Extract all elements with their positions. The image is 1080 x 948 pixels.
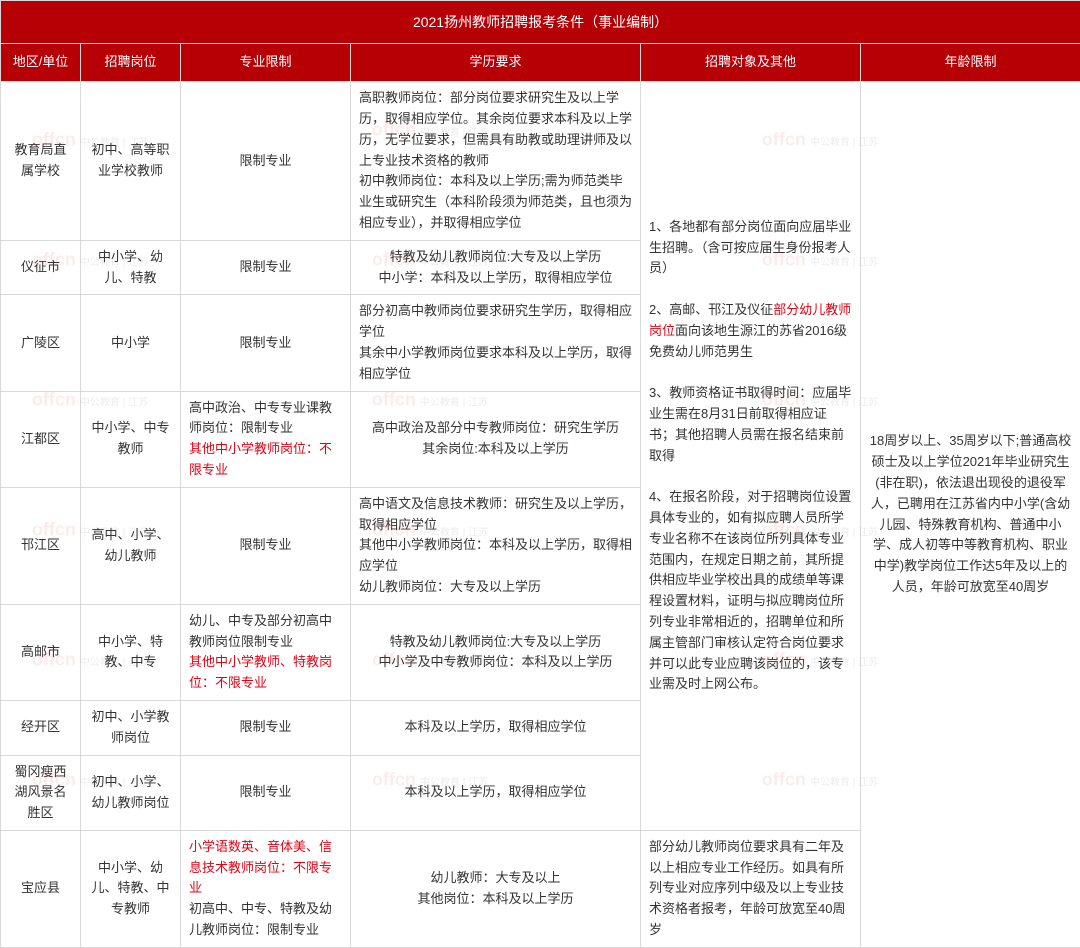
cell-major: 限制专业 (181, 295, 351, 391)
cell-region: 邗江区 (1, 487, 81, 604)
col-region: 地区/单位 (1, 44, 81, 82)
cell-edu: 特教及幼儿教师岗位:大专及以上学历中小学及中专教师岗位：本科及以上学历 (351, 604, 641, 700)
cell-region: 宝应县 (1, 830, 81, 947)
major-part: 其他中小学教师岗位：不限专业 (189, 441, 332, 477)
major-part: 限制专业 (239, 784, 291, 799)
major-part: 限制专业 (239, 537, 291, 552)
cell-edu: 本科及以上学历，取得相应学位 (351, 755, 641, 830)
table-row: 教育局直属学校初中、高等职业学校教师 限制专业 高职教师岗位：部分岗位要求研究生及以… (1, 82, 1080, 241)
target-red: 部分幼儿教师岗位 (649, 302, 851, 338)
major-part: 限制专业 (239, 259, 291, 274)
cell-region: 教育局直属学校 (1, 82, 81, 241)
major-part: 限制专业 (239, 719, 291, 734)
col-post: 招聘岗位 (81, 44, 181, 82)
cell-major: 限制专业 (181, 240, 351, 295)
major-part: 幼儿、中专及部分初高中教师岗位限制专业 (189, 613, 332, 649)
cell-post: 中小学 (81, 295, 181, 391)
major-part: 高中政治、中专专业课教师岗位：限制专业 (189, 400, 332, 436)
major-part: 初高中、中专、特教及幼儿教师岗位：限制专业 (189, 901, 332, 937)
cell-major: 限制专业 (181, 755, 351, 830)
cell-major: 限制专业 (181, 82, 351, 241)
major-part: 小学语数英、音体美、信息技术教师岗位：不限专业 (189, 839, 332, 896)
cell-post: 中小学、中专教师 (81, 391, 181, 487)
col-edu: 学历要求 (351, 44, 641, 82)
cell-post: 高中、小学、幼儿教师 (81, 487, 181, 604)
col-age: 年龄限制 (861, 44, 1080, 82)
cell-target-own: 部分幼儿教师岗位要求具有二年及以上相应专业工作经历。如具有所列专业对应序列中级及… (641, 830, 861, 947)
cell-major: 小学语数英、音体美、信息技术教师岗位：不限专业初高中、中专、特教及幼儿教师岗位：… (181, 830, 351, 947)
cell-age-shared: 18周岁以上、35周岁以下;普通高校硕士及以上学位2021年毕业研究生(非在职)… (861, 82, 1080, 948)
cell-region: 经开区 (1, 700, 81, 755)
cell-major: 幼儿、中专及部分初高中教师岗位限制专业其他中小学教师、特教岗位：不限专业 (181, 604, 351, 700)
cell-post: 初中、小学教师岗位 (81, 700, 181, 755)
cell-edu: 高中语文及信息技术教师：研究生及以上学历，取得相应学位其他中小学教师岗位：本科及… (351, 487, 641, 604)
cell-region: 蜀冈瘦西湖风景名胜区 (1, 755, 81, 830)
cell-post: 中小学、特教、中专 (81, 604, 181, 700)
cell-region: 广陵区 (1, 295, 81, 391)
major-part: 限制专业 (239, 153, 291, 168)
table-wrap: offcn中公教育 | 江苏offcn中公教育 | 江苏offcn中公教育 | … (0, 0, 1080, 948)
cell-region: 高邮市 (1, 604, 81, 700)
header-row: 地区/单位 招聘岗位 专业限制 学历要求 招聘对象及其他 年龄限制 (1, 44, 1080, 82)
cell-major: 限制专业 (181, 700, 351, 755)
title-row: 2021扬州教师招聘报考条件（事业编制） (1, 1, 1080, 44)
cell-post: 初中、小学、幼儿教师岗位 (81, 755, 181, 830)
col-major: 专业限制 (181, 44, 351, 82)
cell-post: 初中、高等职业学校教师 (81, 82, 181, 241)
cell-post: 中小学、幼儿、特教、中专教师 (81, 830, 181, 947)
cell-target-shared: 1、各地都有部分岗位面向应届毕业生招聘。（含可按应届生身份报考人员）2、高邮、邗… (641, 82, 861, 831)
table-title: 2021扬州教师招聘报考条件（事业编制） (1, 1, 1080, 44)
cell-major: 高中政治、中专专业课教师岗位：限制专业其他中小学教师岗位：不限专业 (181, 391, 351, 487)
cell-edu: 部分初高中教师岗位要求研究生学历，取得相应学位其余中小学教师岗位要求本科及以上学… (351, 295, 641, 391)
col-target: 招聘对象及其他 (641, 44, 861, 82)
cell-major: 限制专业 (181, 487, 351, 604)
recruitment-table: 2021扬州教师招聘报考条件（事业编制） 地区/单位 招聘岗位 专业限制 学历要… (0, 0, 1080, 948)
cell-post: 中小学、幼儿、特教 (81, 240, 181, 295)
cell-region: 江都区 (1, 391, 81, 487)
cell-edu: 本科及以上学历，取得相应学位 (351, 700, 641, 755)
table-body: 教育局直属学校初中、高等职业学校教师限制专业高职教师岗位：部分岗位要求研究生及以… (1, 82, 1080, 948)
cell-edu: 高中政治及部分中专教师岗位：研究生学历其余岗位:本科及以上学历 (351, 391, 641, 487)
cell-edu: 高职教师岗位：部分岗位要求研究生及以上学历，取得相应学位。其余岗位要求本科及以上… (351, 82, 641, 241)
cell-region: 仪征市 (1, 240, 81, 295)
major-part: 限制专业 (239, 335, 291, 350)
cell-edu: 幼儿教师：大专及以上其他岗位：本科及以上学历 (351, 830, 641, 947)
cell-edu: 特教及幼儿教师岗位:大专及以上学历中小学：本科及以上学历，取得相应学位 (351, 240, 641, 295)
major-part: 其他中小学教师、特教岗位：不限专业 (189, 654, 332, 690)
